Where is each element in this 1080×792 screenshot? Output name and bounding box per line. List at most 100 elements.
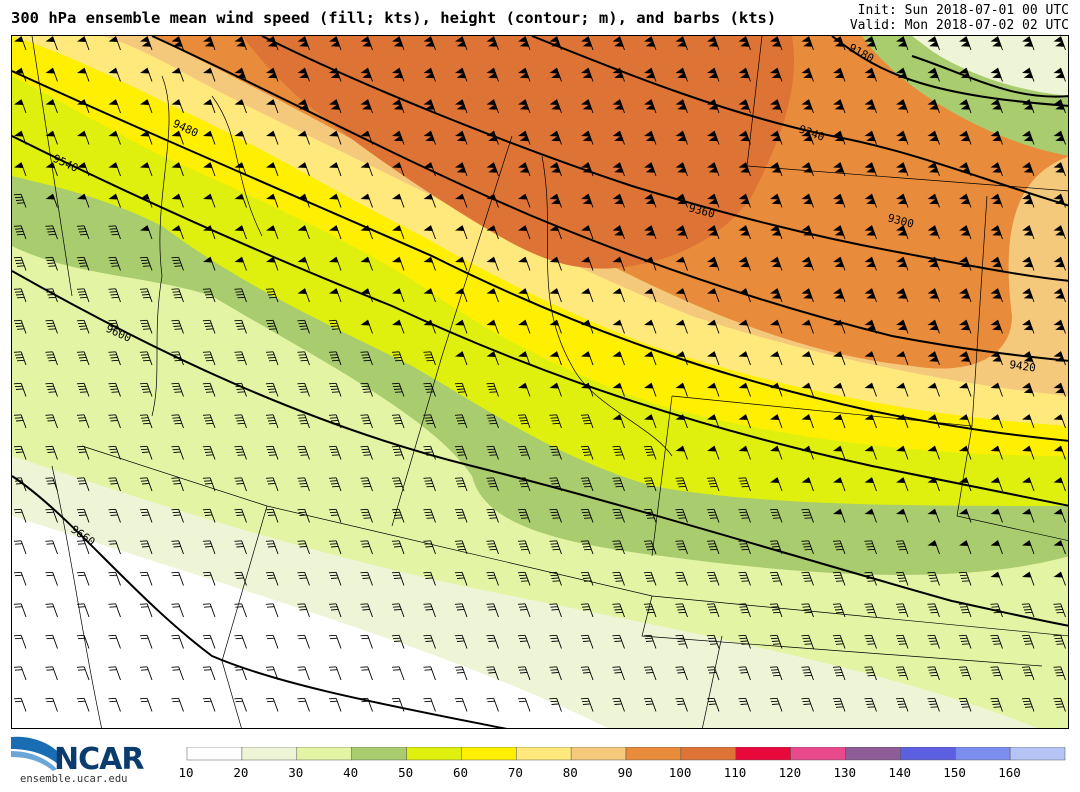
map-title: 300 hPa ensemble mean wind speed (fill; … — [11, 9, 777, 27]
wind-barb — [108, 162, 121, 177]
wind-barb — [423, 225, 436, 240]
wind-barb — [203, 67, 216, 82]
wind-barb — [864, 571, 877, 586]
colorbar-tick-label: 120 — [778, 765, 802, 780]
wind-barb — [549, 193, 562, 208]
wind-barb — [108, 540, 121, 555]
wind-barb — [328, 414, 342, 429]
wind-barb — [769, 540, 783, 555]
colorbar-tick-label: 90 — [617, 765, 633, 780]
wind-barb — [234, 67, 247, 82]
wind-barb — [45, 477, 58, 492]
wind-barb — [644, 256, 657, 271]
wind-barb — [864, 256, 877, 271]
wind-barb — [108, 477, 121, 492]
wind-barb — [990, 130, 1003, 145]
wind-barb — [171, 193, 184, 208]
wind-barb — [360, 162, 373, 177]
wind-barb — [486, 445, 499, 460]
wind-barb — [171, 351, 184, 366]
wind-barb — [297, 445, 310, 460]
wind-barb — [171, 288, 184, 303]
wind-barb — [581, 382, 594, 397]
wind-barb — [486, 288, 499, 303]
wind-barb — [580, 445, 594, 460]
wind-barb — [864, 634, 877, 649]
wind-barb — [518, 193, 531, 208]
wind-barb — [1022, 225, 1035, 240]
wind-barb — [140, 99, 153, 114]
wind-barb — [896, 319, 909, 334]
wind-barb — [706, 634, 720, 649]
wind-barb — [202, 445, 216, 460]
wind-barb — [549, 414, 562, 429]
wind-barb — [329, 225, 342, 240]
wind-barb — [643, 477, 657, 492]
state-boundaries — [31, 36, 1068, 728]
wind-barb — [1053, 193, 1066, 208]
wind-barb — [864, 193, 877, 208]
wind-barb — [423, 477, 436, 492]
wind-barb — [833, 445, 846, 460]
wind-barb — [864, 351, 877, 366]
wind-barb — [202, 477, 216, 492]
wind-barb — [612, 666, 625, 681]
wind-barb — [549, 288, 562, 303]
wind-barb — [454, 603, 468, 618]
wind-barb — [958, 666, 972, 681]
wind-barb — [927, 288, 940, 303]
wind-barb — [171, 666, 184, 681]
wind-barb — [1053, 477, 1066, 492]
wind-barb — [265, 288, 279, 303]
wind-barb — [139, 603, 153, 618]
wind-barb — [549, 36, 562, 51]
wind-barb — [612, 697, 625, 712]
wind-barb — [76, 508, 90, 523]
wind-barb — [770, 319, 783, 334]
wind-barb — [580, 634, 594, 649]
wind-barb — [454, 382, 468, 397]
wind-barb — [959, 351, 972, 366]
wind-barb — [580, 697, 594, 712]
wind-barb — [45, 571, 58, 586]
wind-barb — [108, 603, 121, 618]
wind-barb — [486, 540, 499, 555]
wind-barb — [801, 225, 814, 240]
wind-barb — [234, 36, 247, 51]
wind-barb — [990, 225, 1003, 240]
wind-barb — [549, 697, 562, 712]
wind-barb — [612, 571, 625, 586]
wind-barb — [202, 508, 216, 523]
wind-barb — [896, 351, 909, 366]
wind-barb — [518, 225, 531, 240]
wind-barb — [927, 225, 940, 240]
wind-barb — [45, 634, 58, 649]
wind-barb — [360, 288, 373, 303]
wind-barb — [297, 666, 310, 681]
wind-barb — [958, 571, 972, 586]
wind-barb — [108, 571, 121, 586]
wind-barb — [675, 36, 688, 51]
wind-barb — [927, 67, 940, 82]
wind-barb — [959, 288, 972, 303]
wind-barb — [13, 288, 27, 303]
wind-barb — [76, 445, 90, 460]
wind-barb — [833, 256, 846, 271]
wind-barb — [517, 414, 531, 429]
wind-barb — [108, 414, 121, 429]
wind-barb — [297, 67, 310, 82]
wind-barb — [266, 67, 279, 82]
wind-barb — [833, 319, 846, 334]
wind-barb — [1053, 414, 1066, 429]
wind-barb — [486, 130, 499, 145]
wind-barb — [360, 414, 373, 429]
wind-barb — [392, 225, 405, 240]
wind-barb — [707, 99, 720, 114]
wind-barb — [612, 445, 625, 460]
wind-barb — [990, 540, 1003, 555]
wind-barb — [644, 225, 657, 240]
wind-barb — [581, 130, 594, 145]
wind-barb — [297, 193, 310, 208]
wind-barb — [360, 540, 373, 555]
ncar-logo-text: NCAR — [54, 742, 144, 777]
